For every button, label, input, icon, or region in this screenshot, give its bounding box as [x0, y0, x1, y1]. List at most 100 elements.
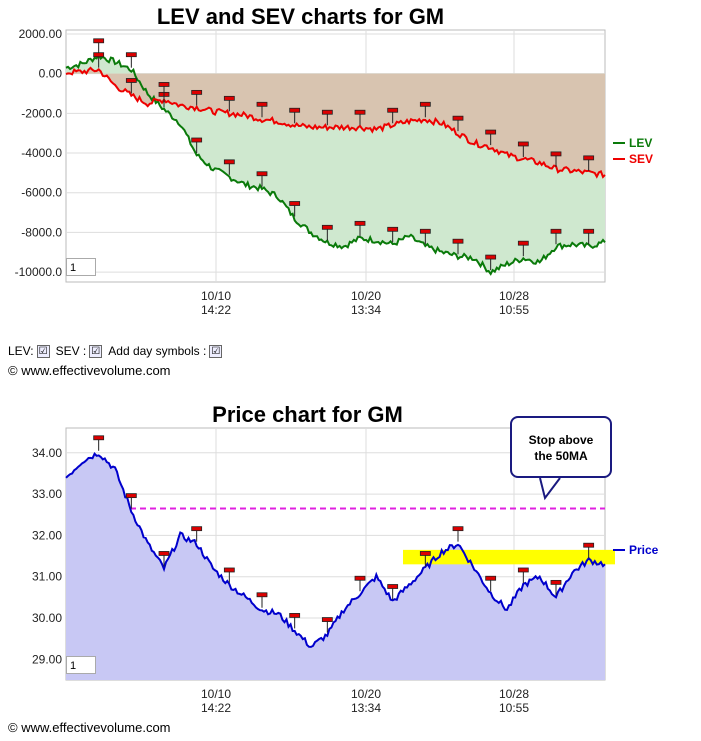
price-area [66, 453, 605, 680]
day-marker-flag [191, 526, 203, 532]
day-marker-flag [550, 579, 562, 585]
x-tick-date: 10/28 [499, 289, 529, 303]
y-tick-label: 32.00 [32, 528, 62, 542]
day-marker-flag [550, 228, 562, 234]
y-tick-label: 2000.00 [19, 27, 63, 41]
lev-sev-zoom-input[interactable]: 1 [66, 258, 96, 276]
price-chart-title: Price chart for GM [212, 402, 403, 427]
copyright-bottom: © www.effectivevolume.com [8, 720, 171, 735]
day-marker-flag [158, 82, 170, 87]
day-marker-flag [517, 567, 529, 573]
day-marker-flag [583, 228, 595, 234]
lev-sev-chart: 2000.00 0.00 -2000.0 -4000.0 -6000.0 -8000.0 -… [15, 27, 653, 317]
callout-line-1: Stop above [528, 433, 594, 447]
lev-label: LEV: [8, 344, 34, 358]
day-marker-flag [93, 52, 105, 58]
day-marker-flag [321, 109, 333, 115]
x-tick-time: 13:34 [351, 701, 381, 715]
copyright-top: © www.effectivevolume.com [8, 363, 171, 378]
x-tick-date: 10/20 [351, 289, 381, 303]
day-marker-flag [289, 201, 301, 206]
day-marker-flag [125, 52, 137, 58]
y-tick-label: 33.00 [32, 487, 62, 501]
x-tick-time: 14:22 [201, 303, 231, 317]
day-marker-flag [452, 115, 464, 121]
series-line-lev [65, 52, 606, 276]
day-marker-flag [289, 107, 301, 113]
y-tick-label: 34.00 [32, 446, 62, 460]
day-marker-flag [485, 254, 497, 260]
y-tick-label: -10000.0 [15, 265, 63, 279]
day-marker-flag [93, 38, 105, 44]
y-tick-label: 31.00 [32, 570, 62, 584]
day-marker-flag [419, 101, 431, 107]
y-tick-label: -8000.0 [21, 225, 62, 239]
x-tick-date: 10/28 [499, 687, 529, 701]
x-tick-time: 10:55 [499, 701, 529, 715]
day-marker-flag [125, 78, 137, 83]
day-marker-flag [517, 240, 529, 246]
day-marker-flag [223, 95, 235, 101]
sev-label: SEV : [55, 344, 87, 358]
day-marker-flag [256, 171, 268, 177]
day-marker-flag [256, 101, 268, 107]
day-symbols-label: Add day symbols : [108, 344, 207, 358]
legend-label-price: Price [629, 543, 659, 557]
x-tick-time: 13:34 [351, 303, 381, 317]
y-tick-label: -4000.0 [21, 146, 62, 160]
day-marker-flag [485, 575, 497, 581]
day-marker-flag [289, 613, 301, 618]
day-marker-flag [387, 226, 399, 232]
legend-label-sev: SEV [629, 152, 653, 166]
day-marker-flag [419, 551, 431, 556]
chart-controls: LEV: ☑ SEV : ☑ Add day symbols : ☑ [8, 344, 225, 358]
day-marker-flag [191, 137, 203, 143]
day-marker-flag [191, 89, 203, 95]
day-symbols-checkbox[interactable]: ☑ [209, 344, 223, 358]
day-marker-flag [93, 435, 105, 441]
lev-checkbox[interactable]: ☑ [36, 344, 50, 358]
day-marker-flag [256, 592, 268, 598]
day-marker-flag [485, 129, 497, 135]
series-line-sev [65, 66, 606, 179]
sev-area [66, 67, 605, 177]
day-marker-flag [452, 238, 464, 244]
y-tick-label: 0.00 [39, 67, 63, 81]
day-marker-flag [550, 151, 562, 157]
lev-sev-chart-title: LEV and SEV charts for GM [156, 4, 445, 29]
day-marker-flag [158, 551, 170, 556]
day-marker-flag [125, 493, 137, 499]
stop-callout: Stop above the 50MA [510, 416, 612, 478]
day-marker-flag [354, 109, 366, 115]
day-marker-flag [223, 567, 235, 573]
x-tick-date: 10/10 [201, 687, 231, 701]
sev-checkbox[interactable]: ☑ [89, 344, 103, 358]
price-zoom-input[interactable]: 1 [66, 656, 96, 674]
day-marker-flag [419, 228, 431, 234]
resistance-band [403, 549, 615, 565]
day-marker-flag [387, 584, 399, 589]
day-marker-flag [321, 617, 333, 622]
day-marker-flag [354, 575, 366, 581]
series-line-price [65, 451, 606, 648]
day-marker-flag [583, 155, 595, 161]
legend-label-lev: LEV [629, 136, 652, 150]
day-marker-flag [321, 224, 333, 230]
day-marker-flag [387, 107, 399, 113]
day-marker-flag [583, 542, 595, 548]
x-tick-date: 10/20 [351, 687, 381, 701]
day-marker-flag [452, 526, 464, 532]
day-marker-flag [223, 159, 235, 165]
callout-line-2: the 50MA [534, 449, 588, 463]
x-tick-time: 14:22 [201, 701, 231, 715]
price-chart: 34.00 33.00 32.00 31.00 30.00 29.00 10/1014:2… [32, 427, 659, 715]
day-marker-flag [517, 141, 529, 147]
y-tick-label: -6000.0 [21, 186, 62, 200]
day-marker-flag [354, 220, 366, 226]
y-tick-label: -2000.0 [21, 106, 62, 120]
x-tick-date: 10/10 [201, 289, 231, 303]
y-tick-label: 29.00 [32, 652, 62, 666]
x-tick-time: 10:55 [499, 303, 529, 317]
callout-pointer [539, 477, 561, 501]
